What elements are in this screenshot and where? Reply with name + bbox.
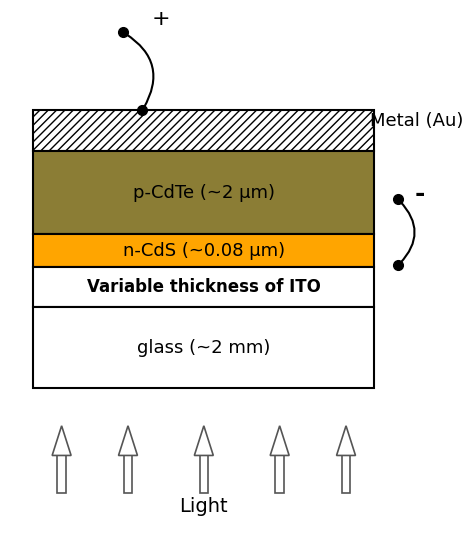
Bar xyxy=(33,267,374,307)
Bar xyxy=(342,455,350,493)
Bar xyxy=(33,234,374,267)
Polygon shape xyxy=(52,426,71,455)
Bar xyxy=(275,455,284,493)
Text: Metal (Au): Metal (Au) xyxy=(370,112,463,130)
Polygon shape xyxy=(118,426,137,455)
Bar xyxy=(33,307,374,388)
Text: +: + xyxy=(152,9,171,29)
Text: p-CdTe (~2 μm): p-CdTe (~2 μm) xyxy=(133,184,275,202)
Bar xyxy=(33,110,374,151)
Bar xyxy=(124,455,132,493)
Text: Light: Light xyxy=(180,497,228,516)
Polygon shape xyxy=(194,426,213,455)
Polygon shape xyxy=(270,426,289,455)
Text: n-CdS (~0.08 μm): n-CdS (~0.08 μm) xyxy=(123,241,285,260)
Text: Variable thickness of ITO: Variable thickness of ITO xyxy=(87,278,321,296)
Text: glass (~2 mm): glass (~2 mm) xyxy=(137,338,271,357)
Bar xyxy=(57,455,66,493)
Text: -: - xyxy=(414,182,425,206)
Bar xyxy=(33,151,374,234)
Bar xyxy=(200,455,208,493)
Polygon shape xyxy=(337,426,356,455)
